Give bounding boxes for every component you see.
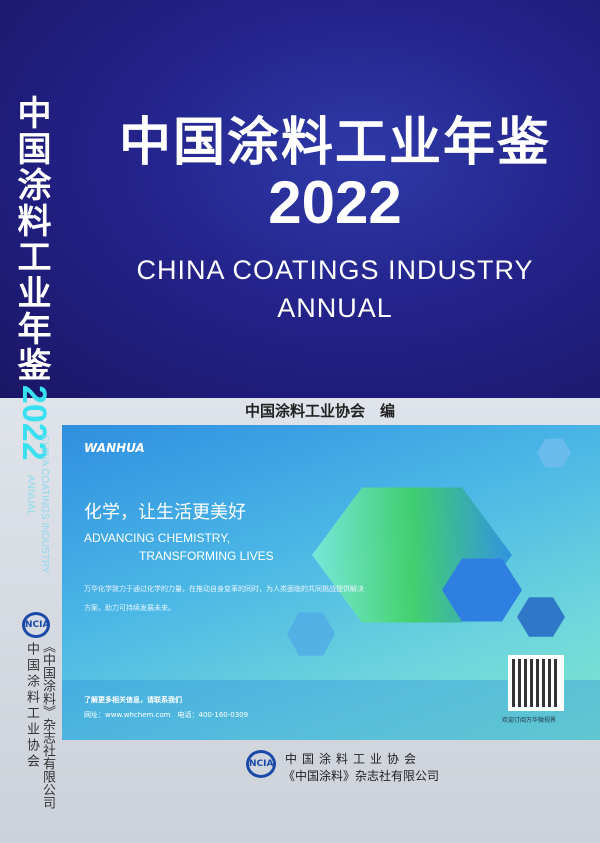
title-cn: 中国涂料工业年鉴 [118,113,551,173]
wanhua-advert: WANHUA 化学，让生活更美好 ADVANCING CHEMISTRY, TRA… [62,425,600,740]
title-en-line2: ANNUAL [277,293,393,323]
title-year: 2022 [268,169,402,236]
spine-en-line1: CHINA COATINGS INDUSTRY [39,435,50,574]
hexagon-decoration [442,558,522,622]
ad-en-line1: ADVANCING CHEMISTRY, [84,531,231,545]
ncia-logo: NCIA [246,750,276,778]
spine-publisher2: 《中国涂料》杂志社有限公司 [40,640,55,809]
ad-description: 万华化学致力于通过化学的力量，在推动自身变革的同时，为人类面临的共同挑战提供解决… [84,585,364,612]
spine-publisher1: 中国涂料工业协会 [24,642,39,770]
contact-heading: 了解更多相关信息，请联系我们 [84,696,182,704]
tech-hexagon-icon [537,438,571,468]
qr-code [508,655,564,711]
ncia-logo: NCIA [22,612,50,638]
ad-contact: 了解更多相关信息，请联系我们网址：www.whchem.com 电话：400-1… [84,693,248,723]
editor-credit: 中国涂料工业协会 编 [245,402,396,420]
spine-en-line2: ANNUAL [25,475,36,516]
footer-publisher2: 《中国涂料》杂志社有限公司 [283,769,440,783]
qr-caption: 欢迎订阅万华微视界 [502,717,557,724]
spine-title: 中国涂料工业年鉴 [11,95,51,383]
shield-hexagon-icon [517,597,565,637]
cover-top-band [0,0,600,398]
contact-info: 网址：www.whchem.com 电话：400-160-0309 [84,711,249,719]
ad-english-slogan: ADVANCING CHEMISTRY, TRANSFORMING LIVES [84,529,274,565]
spine: 中国涂料工业年鉴 2022 CHINA COATINGS INDUSTRY AN… [0,0,62,843]
spine-year: 2022 [15,385,53,461]
title-en-line1: CHINA COATINGS INDUSTRY [136,255,534,285]
wanhua-logo: WANHUA [84,441,145,455]
ad-en-line2: TRANSFORMING LIVES [139,549,274,563]
footer-publisher1: 中国涂料工业协会 [285,752,422,766]
ad-slogan: 化学，让生活更美好 [84,502,246,523]
